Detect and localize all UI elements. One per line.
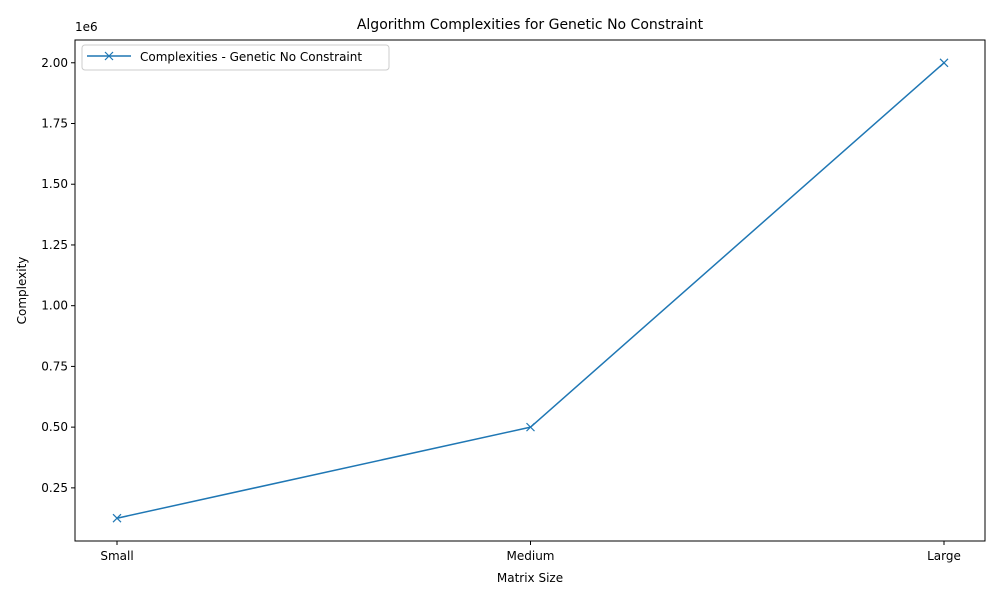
- legend: Complexities - Genetic No Constraint: [81, 44, 390, 71]
- series-layer: [112, 58, 949, 523]
- y-tick-label: 0.50: [41, 420, 68, 434]
- y-tick-label: 0.75: [41, 359, 68, 373]
- plot-area-frame: [74, 39, 986, 542]
- data-point-marker: [526, 422, 535, 432]
- y-axis-label: Complexity: [15, 257, 29, 325]
- y-axis-offset-label: 1e6: [75, 20, 98, 34]
- y-tick-label: 1.50: [41, 177, 68, 191]
- y-tick-label: 0.25: [41, 481, 68, 495]
- data-point-marker: [939, 58, 949, 68]
- data-point-marker: [112, 513, 122, 523]
- y-tick-label: 1.25: [41, 238, 68, 252]
- x-tick-label: Small: [100, 549, 133, 563]
- chart-title: Algorithm Complexities for Genetic No Co…: [357, 17, 704, 33]
- x-tick-label: Large: [927, 549, 961, 563]
- y-tick-label: 2.00: [41, 56, 68, 70]
- x-tick-label: Medium: [507, 549, 555, 563]
- y-tick-label: 1.00: [41, 299, 68, 313]
- x-axis-ticks: Small Medium Large: [100, 541, 961, 563]
- legend-box: [81, 44, 390, 71]
- y-tick-label: 1.75: [41, 117, 68, 131]
- x-axis-label: Matrix Size: [497, 571, 563, 585]
- legend-marker-x-icon: [104, 51, 114, 61]
- y-axis-ticks: 0.25 0.50 0.75 1.00 1.25 1.50 1.75 2.00: [41, 56, 75, 495]
- legend-series-label: Complexities - Genetic No Constraint: [140, 50, 362, 64]
- legend-marker: [104, 51, 114, 61]
